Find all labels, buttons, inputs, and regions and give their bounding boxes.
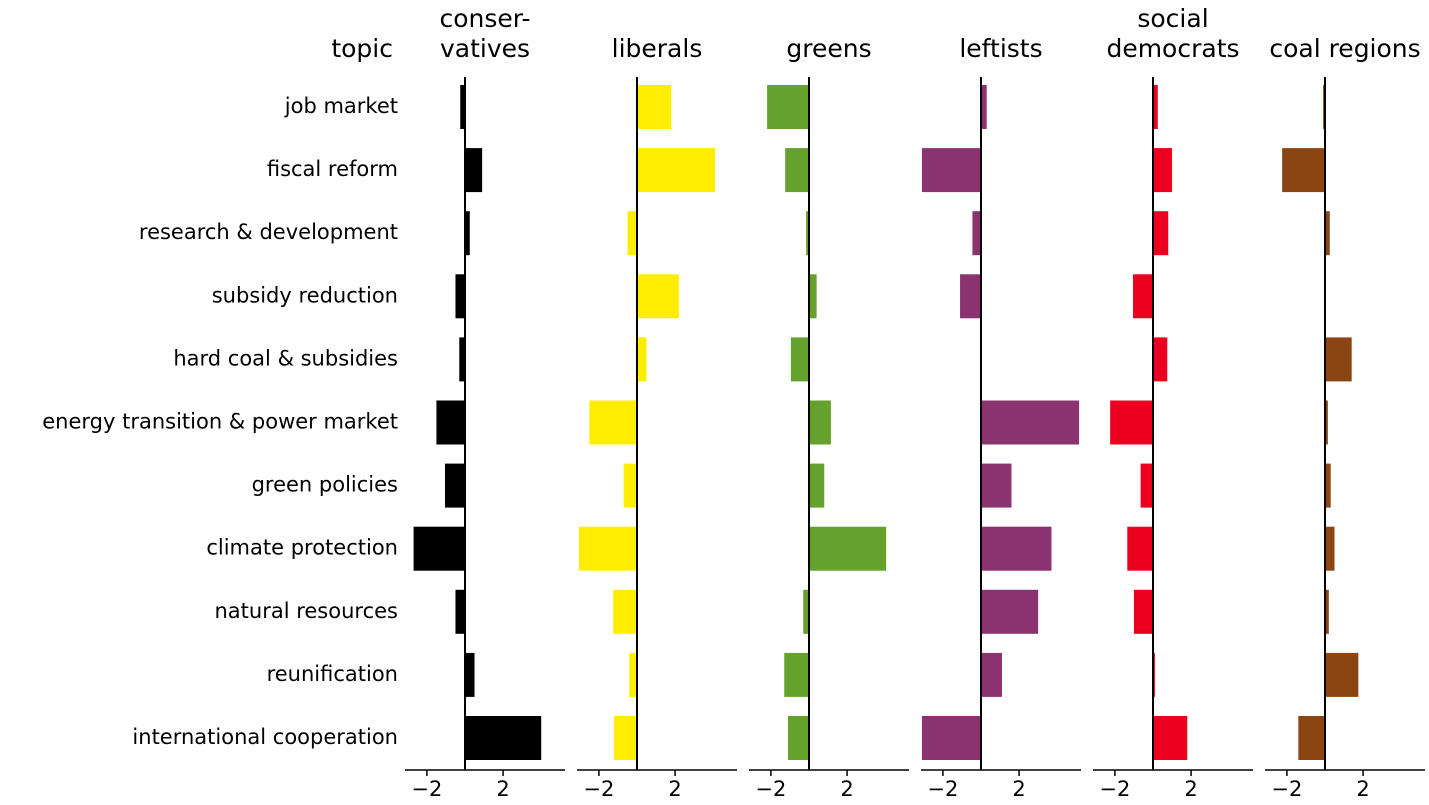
category-label: energy transition & power market bbox=[42, 410, 398, 434]
bar bbox=[981, 652, 1002, 697]
category-axis-title: topic bbox=[331, 34, 393, 63]
bar bbox=[1298, 716, 1325, 760]
bar bbox=[629, 652, 637, 697]
bar bbox=[921, 716, 981, 760]
x-tick-label: −2 bbox=[583, 777, 614, 801]
bar bbox=[1153, 716, 1188, 760]
category-label: green policies bbox=[252, 473, 398, 497]
bar bbox=[637, 337, 647, 382]
x-tick-label: 2 bbox=[496, 777, 509, 801]
bar bbox=[637, 148, 716, 193]
bar bbox=[413, 526, 465, 571]
bar bbox=[627, 211, 637, 256]
bar bbox=[981, 526, 1052, 571]
bar bbox=[459, 337, 465, 382]
bar bbox=[809, 526, 887, 571]
bar bbox=[465, 716, 542, 760]
bar bbox=[436, 400, 465, 445]
bar bbox=[460, 85, 465, 129]
bar bbox=[785, 148, 809, 193]
bar bbox=[1282, 148, 1325, 193]
bar bbox=[637, 85, 672, 129]
bar bbox=[1325, 589, 1329, 634]
bar bbox=[455, 274, 465, 319]
bar bbox=[809, 274, 817, 319]
category-label: hard coal & subsidies bbox=[173, 346, 398, 370]
bar bbox=[1325, 526, 1335, 571]
bar bbox=[1153, 211, 1169, 256]
category-label: reunification bbox=[267, 662, 398, 686]
category-label: job market bbox=[284, 94, 398, 118]
bar bbox=[803, 589, 809, 634]
bar bbox=[465, 211, 470, 256]
bar bbox=[1325, 400, 1328, 445]
bar bbox=[1133, 274, 1153, 319]
bar bbox=[784, 652, 809, 697]
bar bbox=[1325, 211, 1330, 256]
category-label: international cooperation bbox=[132, 725, 398, 749]
bar bbox=[1325, 337, 1352, 382]
bar bbox=[445, 463, 465, 508]
x-tick-label: −2 bbox=[1271, 777, 1302, 801]
x-tick-label: 2 bbox=[1012, 777, 1025, 801]
x-tick-label: 2 bbox=[668, 777, 681, 801]
panel-title: coal regions bbox=[1269, 34, 1420, 63]
bar bbox=[1325, 463, 1331, 508]
x-tick-label: 2 bbox=[1184, 777, 1197, 801]
bar bbox=[972, 211, 981, 256]
bar bbox=[1153, 148, 1173, 193]
bar bbox=[1153, 85, 1158, 129]
panel-title: social bbox=[1137, 4, 1208, 33]
x-tick-label: 2 bbox=[1356, 777, 1369, 801]
x-tick-label: −2 bbox=[411, 777, 442, 801]
x-tick-label: −2 bbox=[1099, 777, 1130, 801]
bar bbox=[613, 589, 637, 634]
bar bbox=[1110, 400, 1153, 445]
bar bbox=[960, 274, 981, 319]
x-tick-label: −2 bbox=[927, 777, 958, 801]
panel-title: liberals bbox=[612, 34, 703, 63]
bar bbox=[465, 148, 483, 193]
bar bbox=[1133, 589, 1153, 634]
bar bbox=[981, 85, 987, 129]
bar bbox=[637, 274, 679, 319]
x-tick-label: 2 bbox=[840, 777, 853, 801]
bar bbox=[614, 716, 637, 760]
bar bbox=[1153, 337, 1168, 382]
x-tick-label: −2 bbox=[755, 777, 786, 801]
category-label: natural resources bbox=[214, 599, 398, 623]
panel-title: vatives bbox=[440, 34, 530, 63]
panel-title: greens bbox=[786, 34, 871, 63]
panel-title: leftists bbox=[959, 34, 1042, 63]
bar bbox=[1127, 526, 1153, 571]
bar bbox=[589, 400, 637, 445]
bar bbox=[465, 652, 475, 697]
bar bbox=[809, 463, 825, 508]
bar bbox=[981, 463, 1012, 508]
bar bbox=[1325, 652, 1359, 697]
bar bbox=[578, 526, 637, 571]
panel-title: conser- bbox=[440, 4, 531, 33]
bar bbox=[806, 211, 809, 256]
bar bbox=[623, 463, 637, 508]
bar bbox=[455, 589, 465, 634]
category-label: climate protection bbox=[206, 536, 398, 560]
bar bbox=[767, 85, 809, 129]
panel-title: democrats bbox=[1106, 34, 1239, 63]
bar bbox=[981, 400, 1080, 445]
bar bbox=[788, 716, 809, 760]
bar bbox=[921, 148, 981, 193]
bar bbox=[981, 589, 1039, 634]
category-label: subsidy reduction bbox=[212, 283, 398, 307]
bar bbox=[809, 400, 831, 445]
category-label: fiscal reform bbox=[267, 157, 398, 181]
bar bbox=[1140, 463, 1153, 508]
category-label: research & development bbox=[139, 220, 398, 244]
bar bbox=[790, 337, 809, 382]
